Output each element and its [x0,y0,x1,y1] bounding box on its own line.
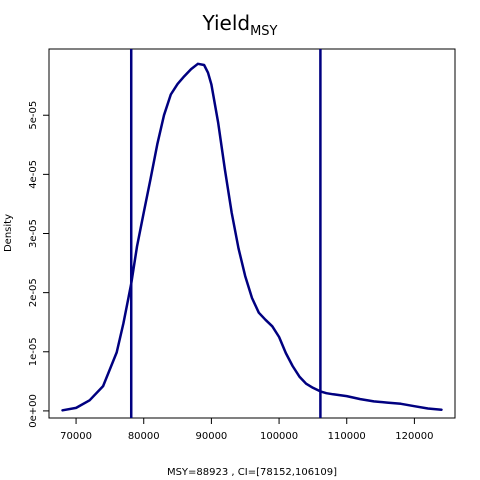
x-tick-label: 120000 [395,431,433,442]
title-subscript: MSY [250,24,277,39]
y-tick-label: 2e-05 [28,278,39,307]
y-tick-label: 0e+00 [28,394,39,428]
y-axis-label: Density [3,214,14,252]
x-axis: 70000 80000 90000 100000 110000 120000 [60,417,433,442]
y-tick-label: 1e-05 [28,337,39,366]
x-tick-label: 100000 [260,431,298,442]
x-axis-label: MSY=88923 , CI=[78152,106109] [167,467,337,478]
x-tick-label: 90000 [195,431,227,442]
density-curve [61,62,443,412]
y-tick-label: 5e-05 [28,101,39,130]
plot-frame [48,48,456,419]
x-tick-label: 80000 [128,431,160,442]
y-tick-label: 3e-05 [28,219,39,248]
title-main: Yield [201,11,250,35]
chart-title: YieldMSY [201,11,277,39]
x-tick-label: 70000 [60,431,92,442]
y-tick-label: 4e-05 [28,160,39,189]
plot-area [61,49,443,418]
y-axis: 0e+00 1e-05 2e-05 3e-05 4e-05 5e-05 [28,101,50,428]
x-tick-label: 110000 [328,431,366,442]
